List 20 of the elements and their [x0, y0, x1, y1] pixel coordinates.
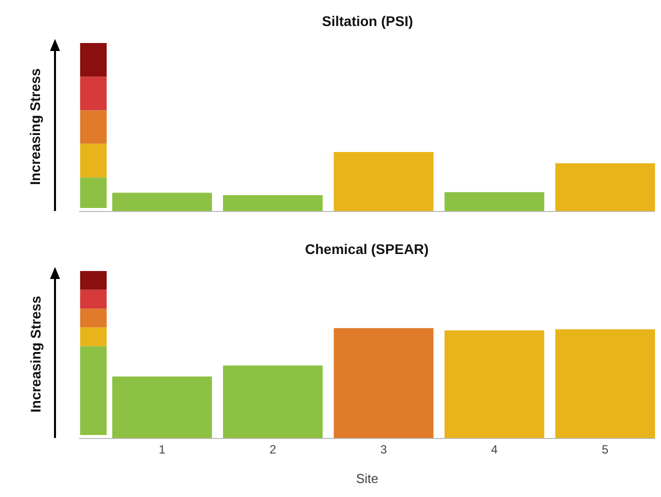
x-tick-label: 2	[270, 442, 277, 456]
bar	[334, 328, 434, 438]
bar	[112, 192, 212, 211]
bar	[555, 329, 655, 438]
bar	[444, 330, 544, 438]
x-axis-title: Site	[356, 471, 378, 486]
bar	[223, 195, 323, 211]
chart-title: Chemical (SPEAR)	[305, 241, 429, 257]
chart-title: Siltation (PSI)	[322, 13, 413, 29]
bar	[444, 192, 544, 211]
bar	[555, 163, 655, 211]
x-tick-label: 5	[602, 442, 609, 456]
y-axis-title: Increasing Stress	[28, 296, 44, 412]
x-tick-label: 3	[380, 442, 388, 456]
y-axis-title: Increasing Stress	[27, 68, 43, 185]
x-tick-label: 4	[491, 442, 498, 456]
bar	[112, 376, 212, 438]
bar	[334, 152, 434, 211]
bar	[223, 365, 323, 438]
x-tick-label: 1	[158, 442, 166, 456]
